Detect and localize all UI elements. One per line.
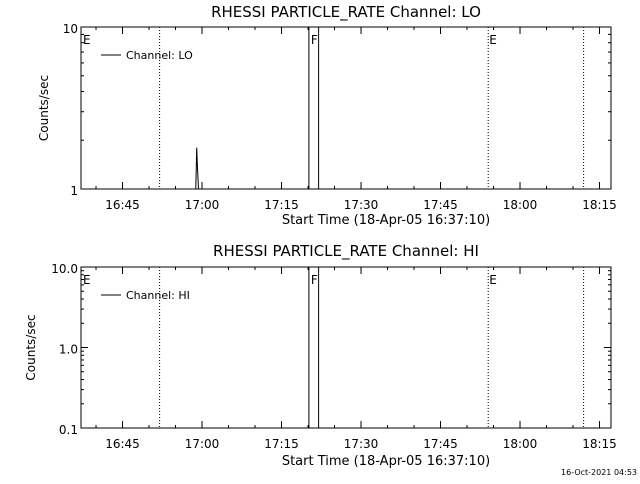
marker-label: F [311, 33, 318, 47]
legend-entry: Channel: LO [126, 49, 193, 62]
series-line [195, 26, 319, 190]
x-tick-label: 17:00 [185, 198, 220, 212]
x-tick-label: 16:45 [105, 437, 140, 451]
x-tick-label: 17:00 [185, 437, 220, 451]
x-tick-label: 17:30 [344, 198, 379, 212]
panel-hi: RHESSI PARTICLE_RATE Channel: HI Start Ti… [24, 242, 617, 469]
y-axis-label: Counts/sec [37, 75, 51, 141]
y-tick-label: 1 [70, 184, 78, 198]
x-tick-label: 18:00 [503, 198, 538, 212]
x-tick-label: 17:30 [344, 437, 379, 451]
y-axis-label: Counts/sec [24, 314, 38, 380]
marker-label: E [489, 33, 497, 47]
x-tick-label: 17:15 [264, 437, 299, 451]
legend-entry: Channel: HI [126, 289, 190, 302]
x-tick-label: 18:00 [503, 437, 538, 451]
plot-frame [80, 26, 612, 190]
marker-label: E [83, 273, 91, 287]
x-tick-label: 17:45 [423, 437, 458, 451]
footer-timestamp: 16-Oct-2021 04:53 [561, 468, 637, 477]
marker-label: E [83, 33, 91, 47]
x-tick-label: 17:45 [423, 198, 458, 212]
panel-lo: RHESSI PARTICLE_RATE Channel: LO Start Ti… [37, 3, 617, 228]
marker-label: E [489, 273, 497, 287]
marker-label: F [311, 273, 318, 287]
y-tick-label: 0.1 [59, 423, 78, 437]
x-tick-label: 18:15 [582, 437, 617, 451]
chart-title: RHESSI PARTICLE_RATE Channel: LO [211, 3, 481, 22]
x-tick-label: 16:45 [105, 198, 140, 212]
x-tick-label: 18:15 [582, 198, 617, 212]
x-tick-label: 17:15 [264, 198, 299, 212]
y-tick-label: 10.0 [51, 262, 78, 276]
y-tick-label: 10 [63, 22, 78, 36]
chart-title: RHESSI PARTICLE_RATE Channel: HI [213, 242, 479, 261]
x-axis-label: Start Time (18-Apr-05 16:37:10) [282, 213, 490, 228]
x-axis-label: Start Time (18-Apr-05 16:37:10) [282, 454, 490, 469]
y-tick-label: 1.0 [59, 343, 78, 357]
